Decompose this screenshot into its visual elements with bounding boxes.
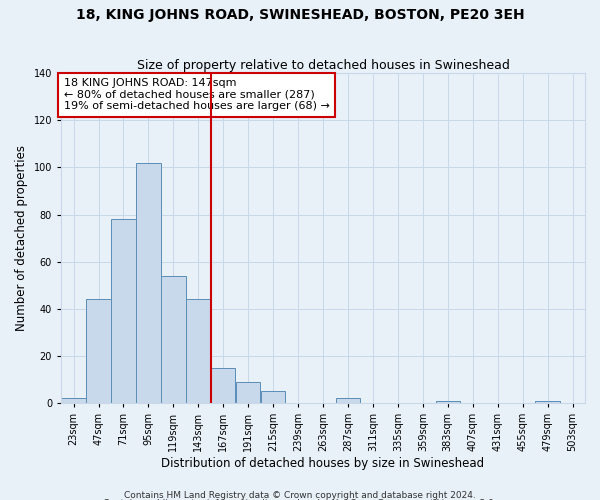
Bar: [211, 368, 235, 403]
Text: Contains HM Land Registry data © Crown copyright and database right 2024.: Contains HM Land Registry data © Crown c…: [124, 490, 476, 500]
Bar: [86, 300, 111, 403]
Bar: [111, 220, 136, 403]
Bar: [436, 400, 460, 403]
Bar: [261, 392, 286, 403]
Y-axis label: Number of detached properties: Number of detached properties: [15, 145, 28, 331]
Text: 18 KING JOHNS ROAD: 147sqm
← 80% of detached houses are smaller (287)
19% of sem: 18 KING JOHNS ROAD: 147sqm ← 80% of deta…: [64, 78, 329, 112]
Bar: [161, 276, 185, 403]
Text: Contains public sector information licensed under the Open Government Licence v3: Contains public sector information licen…: [103, 499, 497, 500]
Bar: [535, 400, 560, 403]
Bar: [61, 398, 86, 403]
Title: Size of property relative to detached houses in Swineshead: Size of property relative to detached ho…: [137, 59, 509, 72]
X-axis label: Distribution of detached houses by size in Swineshead: Distribution of detached houses by size …: [161, 457, 485, 470]
Bar: [186, 300, 211, 403]
Bar: [336, 398, 360, 403]
Bar: [136, 162, 161, 403]
Text: 18, KING JOHNS ROAD, SWINESHEAD, BOSTON, PE20 3EH: 18, KING JOHNS ROAD, SWINESHEAD, BOSTON,…: [76, 8, 524, 22]
Bar: [236, 382, 260, 403]
